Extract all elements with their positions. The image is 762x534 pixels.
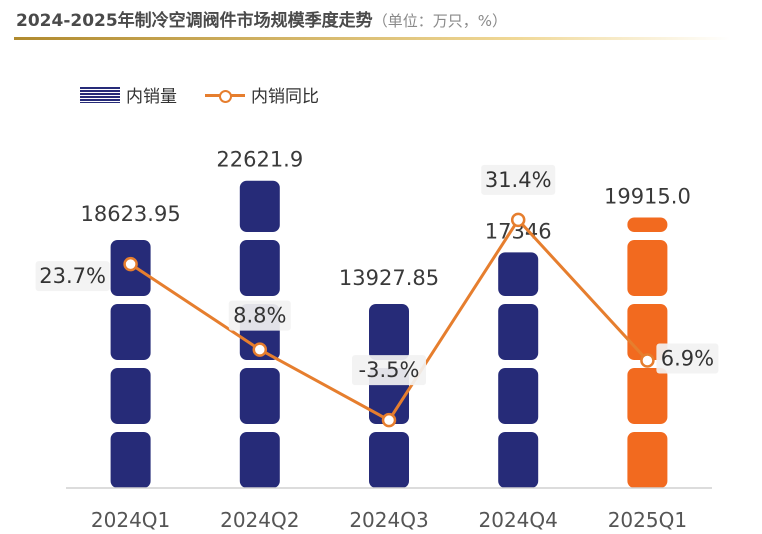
yoy-point	[252, 342, 268, 357]
yoy-label-text: 6.9%	[661, 347, 714, 371]
yoy-label: -3.5%	[352, 355, 426, 386]
bar-segment	[498, 252, 539, 296]
yoy-label-text: 31.4%	[485, 168, 552, 192]
yoy-point	[381, 412, 397, 428]
x-tick-label: 2024Q3	[349, 508, 428, 532]
bar-segment	[498, 368, 539, 424]
bar-value-label: 18623.95	[80, 202, 180, 226]
yoy-label: 31.4%	[481, 164, 556, 195]
x-tick-label: 2024Q2	[220, 508, 299, 532]
bar-value-label: 13927.85	[339, 266, 439, 290]
yoy-point	[640, 353, 655, 368]
yoy-label-bg	[481, 164, 556, 195]
bar-value-label: 19915.0	[604, 184, 691, 208]
legend-bar-swatch	[80, 86, 120, 103]
bar-segment	[239, 368, 280, 424]
yoy-label-text: 23.7%	[39, 264, 106, 288]
bar-segment	[110, 368, 151, 424]
title-underline	[14, 37, 730, 40]
x-tick-label: 2025Q1	[608, 508, 687, 532]
bar-segment	[627, 368, 668, 424]
legend-item-line: 内销同比	[205, 82, 319, 107]
yoy-label-bg	[228, 300, 291, 331]
legend-bar-label: 内销量	[126, 87, 177, 107]
yoy-point	[510, 212, 526, 228]
bar-segment	[110, 304, 151, 360]
yoy-label-text: 8.8%	[233, 304, 286, 328]
yoy-label: 23.7%	[35, 261, 110, 292]
x-axis-ticks: 2024Q1 2024Q2 2024Q3 2024Q4 2025Q1	[91, 508, 687, 532]
bar-segment	[239, 180, 280, 232]
chart-title: 2024-2025年制冷空调阀件市场规模季度走势（单位：万只，%）	[16, 6, 507, 31]
bar-segment	[627, 217, 668, 232]
bar-2024Q2	[239, 180, 280, 488]
yoy-label-bg	[656, 343, 719, 374]
bar-segment	[627, 240, 668, 296]
legend-line-swatch	[205, 87, 245, 103]
bar-segment	[369, 432, 409, 488]
legend-line-label: 内销同比	[251, 87, 319, 107]
bar-series	[110, 180, 668, 488]
bar-value-label: 22621.9	[216, 148, 303, 172]
yoy-label-bg	[35, 261, 110, 292]
bar-segment	[110, 432, 151, 488]
yoy-label-bg	[352, 355, 426, 386]
yoy-label-text: -3.5%	[359, 358, 420, 382]
legend: 内销量 内销同比	[80, 82, 337, 107]
yoy-label: 8.8%	[228, 300, 291, 331]
line-value-labels: 23.7% 8.8% -3.5% 31.4% 6.9%	[35, 164, 719, 386]
yoy-point	[123, 256, 138, 272]
yoy-label: 6.9%	[656, 343, 719, 374]
bar-segment	[627, 432, 668, 488]
bar-segment	[239, 432, 280, 488]
bar-segment	[498, 304, 539, 360]
bar-segment	[239, 240, 280, 296]
chart-unit: （单位：万只，%）	[372, 12, 507, 30]
x-tick-label: 2024Q4	[479, 508, 558, 532]
bar-segment	[498, 432, 539, 488]
bar-2024Q4	[498, 252, 539, 488]
legend-item-bar: 内销量	[80, 82, 177, 107]
bar-segment	[369, 304, 409, 360]
bar-2025Q1	[627, 217, 668, 488]
line-series	[123, 212, 655, 428]
bar-2024Q1	[110, 240, 151, 488]
chart-title-text: 2024-2025年制冷空调阀件市场规模季度走势	[16, 11, 373, 31]
x-tick-label: 2024Q1	[91, 508, 170, 532]
